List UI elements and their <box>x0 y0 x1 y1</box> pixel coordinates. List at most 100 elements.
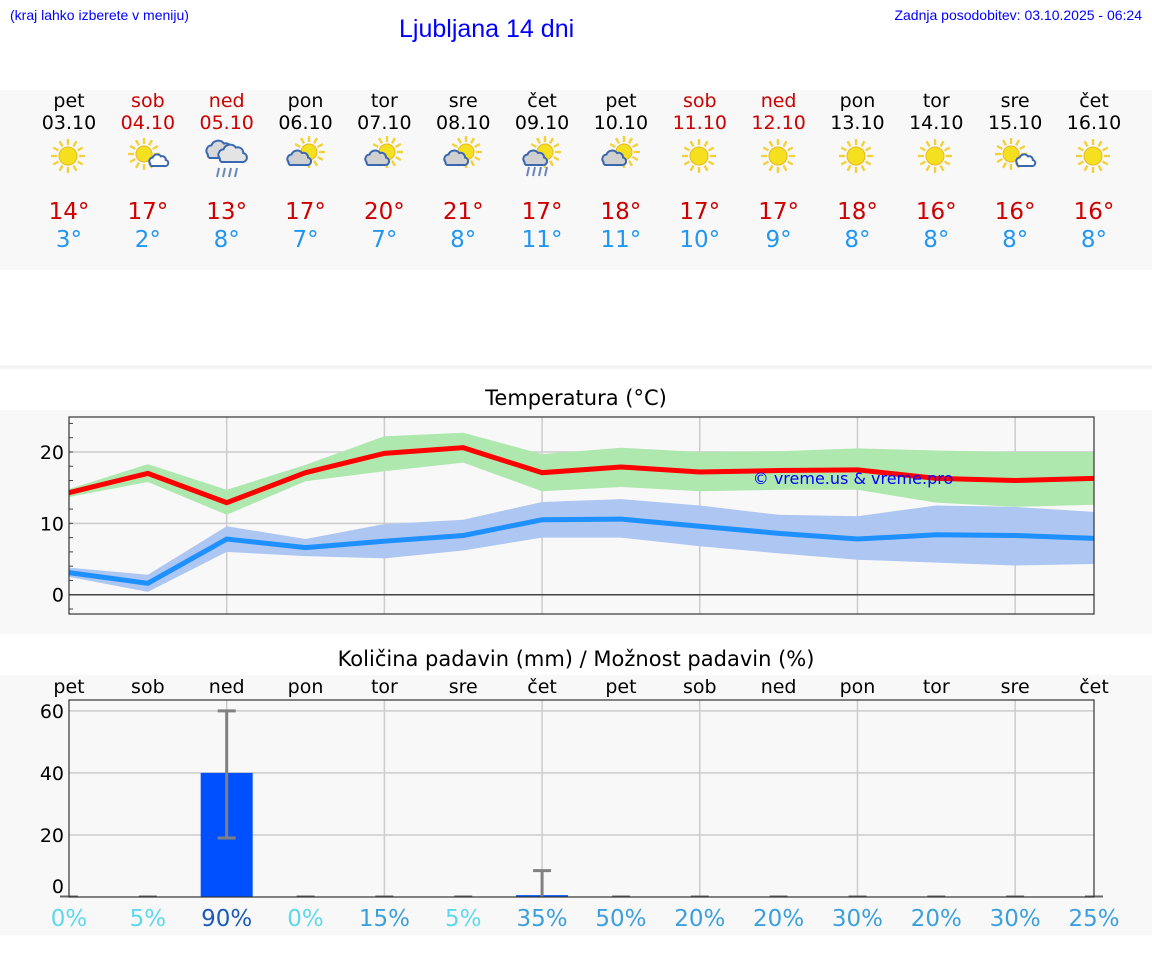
precipitation-probability: 15% <box>359 906 410 932</box>
day-forecast: sre 08.10 21° 8° <box>423 90 503 254</box>
sun-small-cloud-icon <box>108 134 188 194</box>
day-name: pet <box>605 90 637 112</box>
max-temperature: 16° <box>915 199 957 225</box>
precipitation-probability: 25% <box>1068 906 1119 932</box>
day-label: sre <box>1001 676 1030 698</box>
precipitation-probability: 5% <box>445 906 482 932</box>
precipitation-probability: 30% <box>990 906 1041 932</box>
min-temperature: 11° <box>521 227 563 253</box>
day-forecast: tor 07.10 20° 7° <box>344 90 424 254</box>
day-date: 15.10 <box>987 112 1043 134</box>
plot-frame <box>68 416 1095 615</box>
page-title: Ljubljana 14 dni <box>399 15 575 43</box>
max-temperature: 21° <box>442 199 484 225</box>
y-tick-label: 0 <box>52 585 64 607</box>
min-temperature: 7° <box>371 227 398 253</box>
precipitation-chart-title: Količina padavin (mm) / Možnost padavin … <box>337 647 815 671</box>
day-date: 09.10 <box>514 112 570 134</box>
y-tick-label: 20 <box>40 442 64 464</box>
day-forecast: pon 06.10 17° 7° <box>266 90 346 254</box>
day-name: tor <box>370 90 398 112</box>
sun-icon <box>660 134 740 194</box>
day-date: 07.10 <box>357 112 412 134</box>
day-label: ned <box>209 676 245 698</box>
min-temperature: 2° <box>134 227 161 253</box>
y-tick-label: 10 <box>40 513 64 535</box>
day-date: 11.10 <box>672 112 727 134</box>
precipitation-probability: 0% <box>287 906 324 932</box>
max-temperature: 17° <box>758 199 799 225</box>
sun-icon <box>29 134 109 194</box>
day-forecast: sre 15.10 16° 8° <box>975 90 1055 254</box>
temperature-chart-title: Temperatura (°C) <box>485 386 667 410</box>
divider <box>0 365 1152 369</box>
precipitation-probability: 20% <box>753 906 804 932</box>
precipitation-probability: 5% <box>130 906 167 932</box>
day-name: sre <box>1000 90 1030 112</box>
min-temperature-line <box>68 516 1095 586</box>
day-label: tor <box>371 676 398 698</box>
min-temperature: 8° <box>213 227 240 253</box>
day-label: čet <box>1079 676 1109 698</box>
max-temperature: 14° <box>48 199 90 225</box>
sun-small-cloud-icon <box>975 134 1055 194</box>
day-date: 03.10 <box>41 112 97 134</box>
y-tick-label: 20 <box>40 825 64 847</box>
precipitation-probability: 90% <box>201 906 252 932</box>
location-menu-hint: (kraj lahko izberete v meniju) <box>10 7 189 23</box>
day-name: sre <box>448 90 478 112</box>
day-date: 08.10 <box>436 112 491 134</box>
max-temperature-range-band <box>69 432 1094 515</box>
daily-forecast-strip <box>0 90 1152 270</box>
day-name: ned <box>760 90 797 112</box>
day-name: tor <box>922 90 950 112</box>
day-forecast: čet 16.10 16° 8° <box>1054 90 1134 254</box>
min-temperature: 11° <box>600 227 642 253</box>
min-temperature: 8° <box>1080 227 1108 253</box>
day-label: pon <box>840 676 876 698</box>
day-forecast: sob 04.10 17° 2° <box>108 90 188 254</box>
last-updated: Zadnja posodobitev: 03.10.2025 - 06:24 <box>894 7 1142 23</box>
day-date: 05.10 <box>199 112 254 134</box>
day-name: pon <box>839 90 876 112</box>
day-label: tor <box>923 676 950 698</box>
partly-cloudy-icon <box>581 134 661 194</box>
day-name: čet <box>1079 90 1109 112</box>
max-temperature: 17° <box>127 199 169 225</box>
day-label: pet <box>53 676 84 698</box>
day-name: čet <box>527 90 557 112</box>
day-name: pet <box>53 90 85 112</box>
day-label: sob <box>131 676 165 698</box>
y-tick-label: 0 <box>52 876 64 898</box>
precipitation-probability: 35% <box>517 906 568 932</box>
max-temperature-line <box>68 445 1095 506</box>
day-name: pon <box>287 90 324 112</box>
day-date: 16.10 <box>1066 112 1122 134</box>
max-temperature: 16° <box>1073 199 1115 225</box>
max-temperature: 17° <box>521 199 563 225</box>
sun-icon <box>817 134 897 194</box>
min-temperature: 8° <box>923 227 950 253</box>
y-tick-label: 60 <box>40 701 64 723</box>
day-forecast: tor 14.10 16° 8° <box>896 90 976 254</box>
watermark: © vreme.us & vreme.pro <box>753 469 954 488</box>
day-date: 10.10 <box>593 112 649 134</box>
precipitation-probability: 20% <box>674 906 725 932</box>
max-temperature: 18° <box>837 199 878 225</box>
partly-cloudy-icon <box>344 134 424 194</box>
min-temperature: 8° <box>450 227 477 253</box>
min-temperature: 8° <box>844 227 871 253</box>
sun-icon <box>896 134 976 194</box>
precipitation-probability: 0% <box>51 906 88 932</box>
max-temperature: 17° <box>679 199 721 225</box>
max-temperature: 13° <box>206 199 248 225</box>
max-temperature: 20° <box>363 199 405 225</box>
plot-frame <box>68 699 1095 898</box>
max-temperature: 18° <box>600 199 642 225</box>
day-forecast: pet 10.10 18° 11° <box>581 90 661 254</box>
min-temperature: 9° <box>765 227 792 253</box>
max-temperature: 17° <box>285 199 326 225</box>
day-name: ned <box>208 90 245 112</box>
day-date: 06.10 <box>278 112 333 134</box>
day-forecast: čet 09.10 17° 11° <box>502 90 582 254</box>
